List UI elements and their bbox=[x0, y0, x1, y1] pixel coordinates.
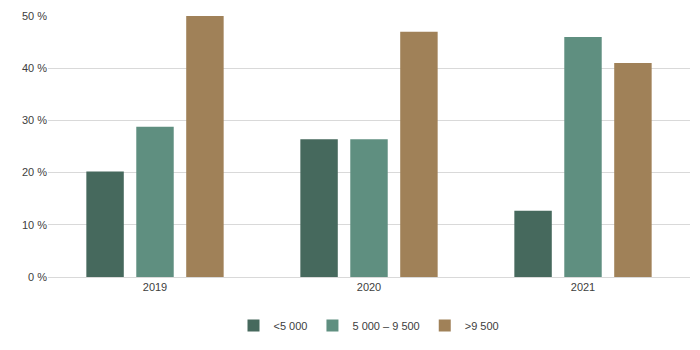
svg-text:10 %: 10 % bbox=[22, 219, 47, 231]
svg-text:0 %: 0 % bbox=[28, 271, 47, 283]
svg-text:2020: 2020 bbox=[357, 281, 381, 293]
svg-text:2019: 2019 bbox=[143, 281, 167, 293]
svg-text:<5 000: <5 000 bbox=[274, 320, 308, 332]
svg-text:50 %: 50 % bbox=[22, 10, 47, 22]
svg-text:40 %: 40 % bbox=[22, 62, 47, 74]
svg-text:20 %: 20 % bbox=[22, 166, 47, 178]
svg-text:5 000 – 9 500: 5 000 – 9 500 bbox=[352, 320, 419, 332]
svg-text:>9 500: >9 500 bbox=[465, 320, 499, 332]
svg-text:2021: 2021 bbox=[571, 281, 595, 293]
svg-text:30 %: 30 % bbox=[22, 114, 47, 126]
